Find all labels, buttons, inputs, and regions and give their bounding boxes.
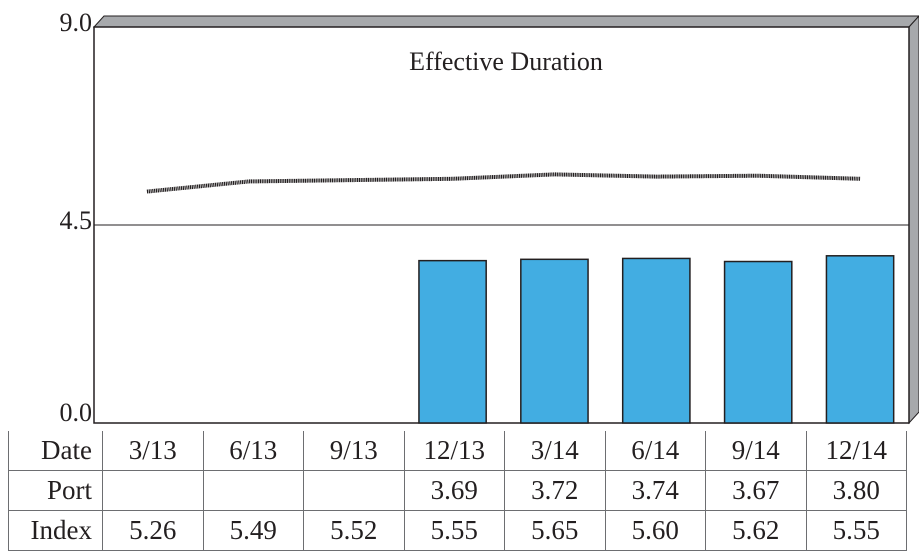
table-cell-date: 9/14 [705, 431, 807, 471]
bar-12-13 [418, 259, 487, 424]
table-cell-port: 3.69 [403, 470, 505, 511]
chart-title: Effective Duration [409, 47, 603, 76]
table-cell-date: 12/13 [403, 431, 505, 471]
table-cell-index: 5.60 [604, 510, 706, 551]
table-cell-index: 5.55 [403, 510, 505, 551]
bar-3-14 [520, 258, 589, 424]
table-cell-port [202, 470, 304, 511]
frame-top-face [92, 15, 919, 28]
bar-12-14 [825, 255, 895, 424]
table-cell-date: 6/14 [604, 431, 706, 471]
y-tick-label-top: 9.0 [60, 8, 93, 37]
frame-right-face [908, 15, 919, 425]
table-row-label: Date [8, 431, 103, 471]
y-tick-label-bottom: 0.0 [60, 398, 93, 427]
bar-series [418, 255, 895, 424]
table-cell-index: 5.26 [102, 510, 204, 551]
table-cell-port: 3.74 [604, 470, 706, 511]
table-cell-port: 3.67 [705, 470, 807, 511]
table-row-date: Date 3/13 6/13 9/13 12/13 3/14 6/14 9/14 12/14 [8, 431, 907, 471]
table-cell-date: 12/14 [805, 431, 907, 471]
table-cell-port: 3.80 [805, 470, 907, 511]
table-cell-index: 5.62 [705, 510, 807, 551]
table-row-index: Index 5.26 5.49 5.52 5.55 5.65 5.60 5.62 5.55 [8, 510, 907, 551]
bar-6-14 [621, 257, 691, 424]
table-cell-date: 6/13 [202, 431, 304, 471]
data-table: Date 3/13 6/13 9/13 12/13 3/14 6/14 9/14 12/14 … [8, 431, 907, 551]
line-series [146, 172, 861, 194]
table-cell-index: 5.65 [504, 510, 606, 551]
y-tick-label-mid: 4.5 [60, 206, 93, 235]
table-cell-index: 5.49 [202, 510, 304, 551]
table-row-port: Port 3.69 3.72 3.74 3.67 3.80 [8, 470, 907, 511]
table-cell-index: 5.55 [805, 510, 907, 551]
table-cell-date: 3/14 [504, 431, 606, 471]
table-cell-port: 3.72 [504, 470, 606, 511]
table-cell-date: 3/13 [102, 431, 204, 471]
table-cell-port [303, 470, 405, 511]
table-cell-date: 9/13 [303, 431, 405, 471]
table-row-label: Index [8, 510, 103, 551]
index-line [146, 172, 861, 194]
table-row-label: Port [8, 470, 103, 511]
table-cell-port [102, 470, 204, 511]
bar-9-14 [723, 260, 793, 424]
table-cell-index: 5.52 [303, 510, 405, 551]
